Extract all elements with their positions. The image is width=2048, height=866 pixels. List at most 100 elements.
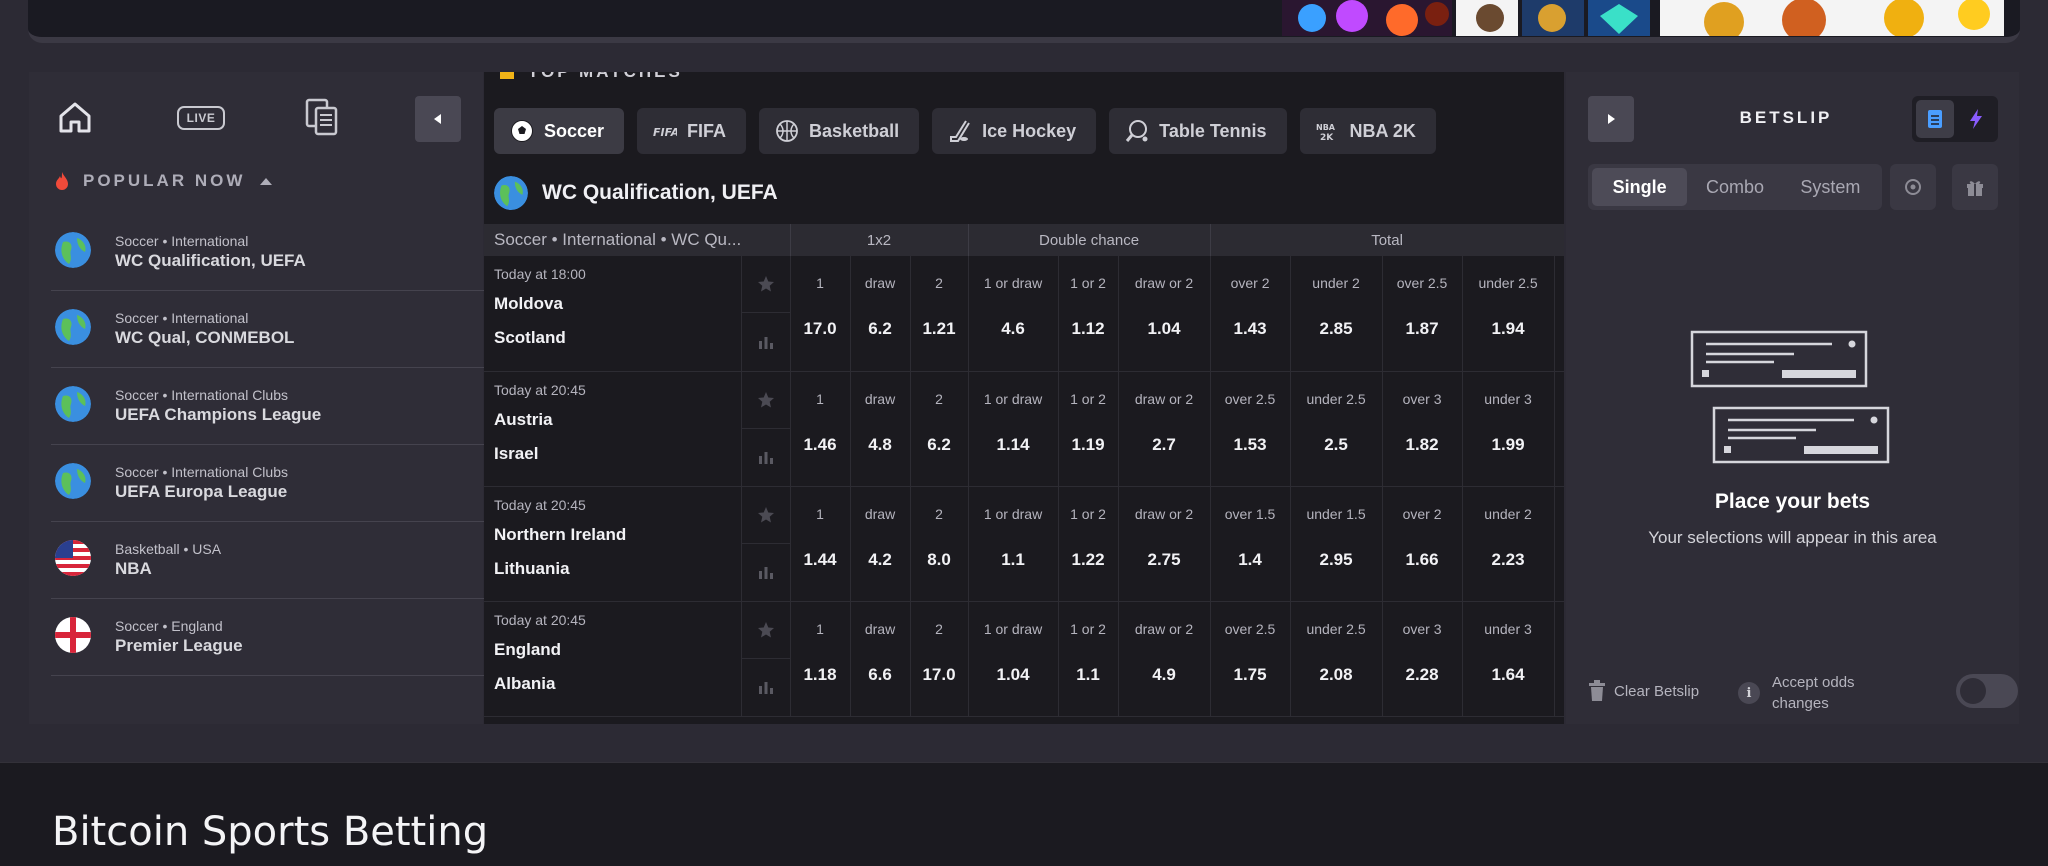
favorite-button[interactable]: [741, 256, 790, 313]
betslip-panel: BETSLIP Single Combo System Place your b: [1566, 72, 2019, 724]
stats-button[interactable]: [742, 429, 790, 486]
stats-button[interactable]: [742, 544, 790, 601]
popular-item-path: Soccer • International: [115, 310, 249, 326]
odds-value: 1.21: [922, 319, 956, 338]
odds-button[interactable]: draw 6.2: [850, 256, 911, 372]
odds-button[interactable]: draw 4.2: [850, 486, 911, 602]
odds-button[interactable]: 1 or draw 4.6: [968, 256, 1059, 372]
odds-button[interactable]: under 2.5 2.5: [1290, 371, 1383, 487]
match-info[interactable]: Today at 20:45 England Albania: [484, 601, 742, 717]
odds-button[interactable]: under 1.5 2.95: [1290, 486, 1383, 602]
stats-button[interactable]: [742, 313, 790, 370]
odds-settings-button[interactable]: [1890, 164, 1936, 210]
odds-button[interactable]: over 1.5 1.4: [1210, 486, 1291, 602]
odds-button[interactable]: under 2 2.23: [1462, 486, 1555, 602]
tab-basketball[interactable]: Basketball: [759, 108, 920, 154]
odds-label: over 2.5: [1224, 390, 1276, 407]
match-info[interactable]: Today at 18:00 Moldova Scotland: [484, 256, 742, 372]
tab-ice-hockey[interactable]: Ice Hockey: [932, 108, 1097, 154]
odds-button[interactable]: over 2.5 1.53: [1210, 371, 1291, 487]
odds-button[interactable]: 1 or draw 1.1: [968, 486, 1059, 602]
odds-button[interactable]: 1 1.44: [790, 486, 851, 602]
odds-label: 1 or 2: [1070, 390, 1106, 407]
odds-button[interactable]: over 3 1.82: [1382, 371, 1463, 487]
tab-table-tennis[interactable]: Table Tennis: [1109, 108, 1287, 154]
odds-button[interactable]: 1 or draw 1.04: [968, 601, 1059, 717]
odds-button[interactable]: draw or 2 4.9: [1118, 601, 1211, 717]
odds-button[interactable]: 1 or 2 1.1: [1058, 601, 1119, 717]
odds-button[interactable]: over 3 2.28: [1382, 601, 1463, 717]
live-button[interactable]: LIVE: [177, 106, 225, 130]
odds-button[interactable]: under 3 1.64: [1462, 601, 1555, 717]
favorite-button[interactable]: [741, 487, 790, 544]
documents-icon: [305, 98, 338, 136]
odds-button[interactable]: over 2.5 1.87: [1382, 256, 1463, 372]
tab-nba-2k[interactable]: NBA 2K NBA 2K: [1299, 108, 1436, 154]
caret-up-icon: [260, 178, 273, 185]
odds-button[interactable]: draw or 2 1.04: [1118, 256, 1211, 372]
odds-button[interactable]: draw or 2 2.75: [1118, 486, 1211, 602]
info-icon[interactable]: i: [1738, 682, 1760, 704]
tab-fifa[interactable]: FIFA FIFA: [637, 108, 747, 154]
promo-banner[interactable]: [28, 0, 2020, 43]
tab-soccer[interactable]: Soccer: [494, 108, 625, 154]
odds-button[interactable]: over 2.5 1.75: [1210, 601, 1291, 717]
odds-button[interactable]: over 2 1.43: [1210, 256, 1291, 372]
popular-now-header[interactable]: POPULAR NOW: [55, 168, 273, 194]
odds-label: over 2.5: [1396, 275, 1448, 291]
popular-item-uefa-europa-league[interactable]: Soccer • International Clubs UEFA Europa …: [51, 445, 491, 522]
home-button[interactable]: [55, 98, 95, 138]
favorite-button[interactable]: [741, 602, 790, 659]
gauge-icon: [1905, 179, 1921, 195]
odds-button[interactable]: 2 17.0: [910, 601, 969, 717]
table-breadcrumb[interactable]: Soccer • International • WC Qu...: [484, 224, 791, 256]
match-row: Today at 20:45 Austria Israel 1 1.46 draw 4.8 2…: [484, 371, 1564, 487]
odds-label: under 2: [1484, 505, 1532, 522]
odds-value: 1.12: [1071, 319, 1105, 338]
odds-button[interactable]: under 2 2.85: [1290, 256, 1383, 372]
odds-button[interactable]: 2 6.2: [910, 371, 969, 487]
popular-item-wc-qualification-uefa[interactable]: Soccer • International WC Qualification, …: [51, 214, 491, 291]
popular-item-wc-qual-conmebol[interactable]: Soccer • International WC Qual, CONMEBOL: [51, 291, 491, 368]
away-team: Albania: [494, 673, 556, 693]
odds-button[interactable]: under 3 1.99: [1462, 371, 1555, 487]
bonus-button[interactable]: [1952, 164, 1998, 210]
odds-button[interactable]: 1 1.46: [790, 371, 851, 487]
odds-button[interactable]: under 2.5 1.94: [1462, 256, 1555, 372]
odds-button[interactable]: 2 1.21: [910, 256, 969, 372]
clear-betslip-button[interactable]: Clear Betslip: [1588, 680, 1699, 702]
odds-button[interactable]: under 2.5 2.08: [1290, 601, 1383, 717]
match-info[interactable]: Today at 20:45 Austria Israel: [484, 371, 742, 487]
fifa-icon: FIFA: [653, 126, 677, 139]
odds-button[interactable]: 1 or draw 1.14: [968, 371, 1059, 487]
stats-button[interactable]: [742, 659, 790, 716]
expand-betslip-button[interactable]: [1588, 96, 1634, 142]
popular-item-nba[interactable]: Basketball • USA NBA: [51, 522, 491, 599]
odds-button[interactable]: 1 or 2 1.12: [1058, 256, 1119, 372]
favorite-button[interactable]: [741, 372, 790, 429]
documents-button[interactable]: [305, 98, 339, 136]
bet-type-system[interactable]: System: [1800, 176, 1861, 197]
match-info[interactable]: Today at 20:45 Northern Ireland Lithuania: [484, 486, 742, 602]
accept-odds-toggle[interactable]: [1956, 674, 2018, 708]
odds-button[interactable]: 1 or 2 1.22: [1058, 486, 1119, 602]
odds-value: 6.6: [868, 664, 892, 684]
odds-button[interactable]: 1 or 2 1.19: [1058, 371, 1119, 487]
banner-art-characters: [1660, 0, 2004, 36]
odds-button[interactable]: 2 8.0: [910, 486, 969, 602]
odds-button[interactable]: 1 1.18: [790, 601, 851, 717]
bet-type-combo[interactable]: Combo: [1705, 176, 1764, 197]
popular-item-premier-league[interactable]: Soccer • England Premier League: [51, 599, 491, 676]
odds-button[interactable]: draw 6.6: [850, 601, 911, 717]
betslip-list-view-button[interactable]: [1916, 100, 1954, 138]
league-header[interactable]: WC Qualification, UEFA: [494, 176, 778, 210]
odds-button[interactable]: over 2 1.66: [1382, 486, 1463, 602]
popular-item-uefa-champions-league[interactable]: Soccer • International Clubs UEFA Champio…: [51, 368, 491, 445]
odds-button[interactable]: 1 17.0: [790, 256, 851, 372]
quick-bet-button[interactable]: [1958, 100, 1994, 138]
odds-button[interactable]: draw or 2 2.7: [1118, 371, 1211, 487]
odds-button[interactable]: draw 4.8: [850, 371, 911, 487]
bet-type-single[interactable]: Single: [1592, 168, 1688, 206]
collapse-sidebar-button[interactable]: [415, 96, 461, 142]
odds-value: 4.2: [868, 549, 892, 569]
